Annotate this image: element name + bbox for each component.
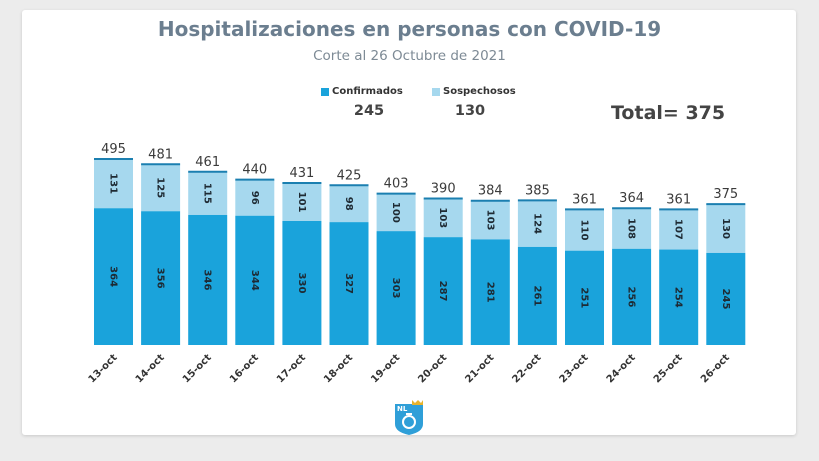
legend-confirmed-swatch (321, 87, 329, 96)
total-label-16-oct: 440 (242, 163, 267, 178)
legend-confirmed-total: 245 (353, 103, 385, 119)
label-confirmed-21-oct: 281 (484, 282, 495, 303)
total-label-22-oct: 385 (525, 183, 550, 198)
bar-suspected-14-oct (141, 164, 181, 212)
legend-confirmed: Confirmados (321, 86, 403, 97)
label-suspected-17-oct: 101 (296, 192, 307, 213)
category-label-14-oct: 14-oct (134, 352, 167, 385)
legend-suspected: Sospechosos (432, 86, 516, 97)
label-suspected-26-oct: 130 (720, 218, 731, 239)
grand-total: Total= 375 (611, 102, 726, 124)
category-label-15-oct: 15-oct (181, 352, 214, 385)
bar-suspected-22-oct (517, 200, 557, 247)
total-label-23-oct: 361 (572, 192, 597, 207)
legend-suspected-total: 130 (454, 103, 486, 119)
total-label-24-oct: 364 (619, 191, 644, 206)
category-label-21-oct: 21-oct (463, 352, 496, 385)
bar-suspected-15-oct (188, 171, 228, 215)
label-confirmed-16-oct: 344 (249, 270, 260, 291)
bar-confirmed-23-oct (565, 250, 604, 345)
total-label-25-oct: 361 (666, 192, 691, 207)
total-label-13-oct: 495 (101, 142, 126, 157)
category-label-24-oct: 24-oct (605, 352, 638, 385)
label-confirmed-17-oct: 330 (296, 273, 307, 294)
category-label-13-oct: 13-oct (87, 352, 120, 385)
category-label-19-oct: 19-oct (369, 352, 402, 385)
label-confirmed-15-oct: 346 (202, 270, 213, 291)
bar-confirmed-17-oct (282, 221, 322, 345)
total-label-20-oct: 390 (431, 181, 456, 196)
label-confirmed-20-oct: 287 (437, 281, 448, 302)
total-label-17-oct: 431 (289, 166, 314, 181)
category-label-17-oct: 17-oct (275, 352, 308, 385)
category-label-16-oct: 16-oct (228, 352, 261, 385)
label-suspected-14-oct: 125 (155, 177, 166, 198)
bar-suspected-25-oct (659, 209, 699, 250)
category-label-20-oct: 20-oct (416, 352, 449, 385)
label-suspected-24-oct: 108 (626, 218, 637, 239)
label-suspected-22-oct: 124 (531, 213, 542, 234)
bar-confirmed-25-oct (659, 249, 699, 345)
legend-suspected-label: Sospechosos (443, 86, 516, 97)
label-confirmed-23-oct: 251 (579, 287, 590, 308)
bar-confirmed-20-oct (423, 237, 463, 345)
label-suspected-18-oct: 98 (343, 197, 354, 211)
bar-confirmed-14-oct (141, 211, 181, 345)
category-label-22-oct: 22-oct (511, 352, 544, 385)
label-suspected-13-oct: 131 (108, 173, 119, 194)
category-label-18-oct: 18-oct (322, 352, 355, 385)
label-confirmed-19-oct: 303 (390, 278, 401, 299)
bar-suspected-23-oct (565, 209, 604, 251)
bar-confirmed-19-oct (376, 231, 416, 345)
bar-suspected-20-oct (423, 198, 463, 238)
logo-text: NL (397, 405, 408, 413)
bar-confirmed-13-oct (94, 208, 133, 345)
bar-suspected-21-oct (470, 200, 510, 240)
bar-confirmed-16-oct (235, 215, 275, 345)
bar-suspected-13-oct (94, 159, 133, 209)
chart-subtitle: Corte al 26 Octubre de 2021 (313, 48, 506, 64)
category-label-26-oct: 26-oct (699, 352, 732, 385)
legend-suspected-swatch (432, 87, 440, 96)
bar-confirmed-18-oct (329, 222, 369, 345)
category-label-23-oct: 23-oct (558, 352, 591, 385)
chart-title: Hospitalizaciones en personas con COVID-… (157, 17, 662, 41)
bar-suspected-24-oct (612, 208, 652, 249)
bar-confirmed-24-oct (612, 248, 652, 345)
label-suspected-21-oct: 103 (484, 210, 495, 231)
total-label-18-oct: 425 (337, 168, 362, 183)
legend-confirmed-label: Confirmados (332, 86, 403, 97)
label-suspected-23-oct: 110 (579, 220, 590, 241)
label-confirmed-13-oct: 364 (108, 266, 119, 287)
total-label-14-oct: 481 (148, 147, 173, 162)
nl-logo: NL (395, 400, 423, 435)
total-label-21-oct: 384 (478, 184, 503, 199)
label-suspected-20-oct: 103 (437, 207, 448, 228)
label-confirmed-26-oct: 245 (720, 289, 731, 310)
label-suspected-15-oct: 115 (202, 183, 213, 204)
bar-confirmed-15-oct (188, 214, 228, 345)
bar-confirmed-21-oct (470, 239, 510, 345)
label-confirmed-25-oct: 254 (673, 287, 684, 308)
label-confirmed-22-oct: 261 (531, 286, 542, 307)
label-suspected-25-oct: 107 (673, 219, 684, 240)
label-suspected-16-oct: 96 (249, 191, 260, 205)
bar-suspected-18-oct (329, 185, 369, 223)
bar-suspected-19-oct (376, 193, 416, 232)
bar-confirmed-22-oct (517, 246, 557, 345)
bar-suspected-16-oct (235, 179, 275, 216)
total-label-26-oct: 375 (713, 187, 738, 202)
category-label-25-oct: 25-oct (652, 352, 685, 385)
bar-suspected-17-oct (282, 183, 322, 221)
bar-confirmed-26-oct (706, 252, 746, 345)
bar-suspected-26-oct (706, 204, 746, 253)
label-confirmed-14-oct: 356 (155, 268, 166, 289)
total-label-15-oct: 461 (195, 155, 220, 170)
total-label-19-oct: 403 (384, 177, 409, 192)
label-suspected-19-oct: 100 (390, 202, 401, 223)
label-confirmed-24-oct: 256 (626, 286, 637, 307)
label-confirmed-18-oct: 327 (343, 273, 354, 294)
